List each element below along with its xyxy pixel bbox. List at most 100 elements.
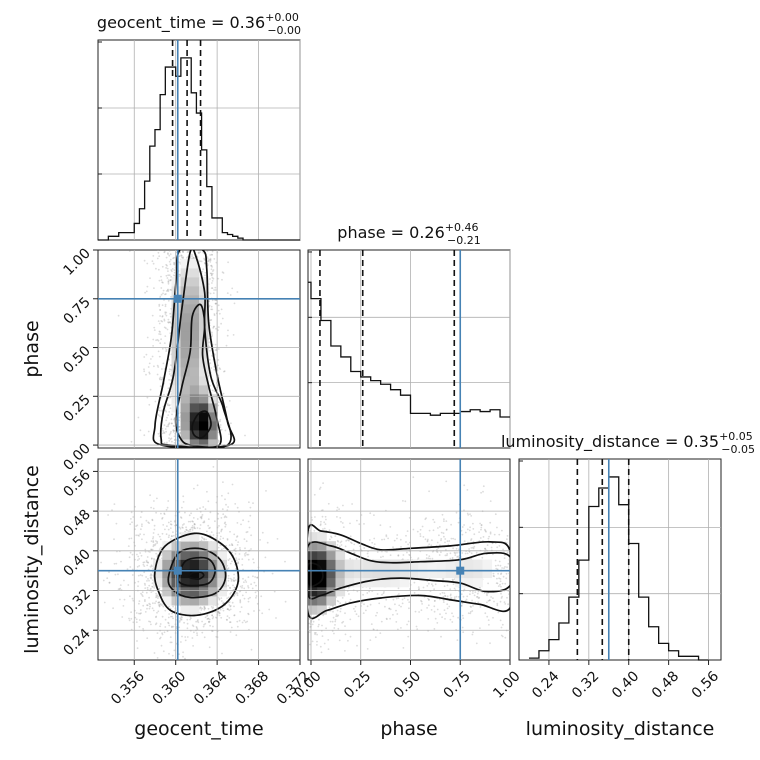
sample-point <box>323 527 326 530</box>
sample-point <box>150 576 153 578</box>
sample-point <box>191 526 194 529</box>
sample-point <box>489 531 492 534</box>
density-cell <box>199 367 209 377</box>
y-tick-label: 0.56 <box>60 467 93 500</box>
sample-point <box>219 420 221 423</box>
sample-point <box>180 254 183 257</box>
sample-point <box>243 538 246 540</box>
sample-point <box>201 537 204 539</box>
density-cell <box>372 577 382 588</box>
sample-point <box>403 597 406 599</box>
sample-point <box>158 601 161 604</box>
density-cell <box>171 596 182 606</box>
sample-point <box>178 440 181 442</box>
sample-point <box>245 581 248 583</box>
sample-point <box>333 632 335 635</box>
sample-point <box>158 406 161 409</box>
sample-point <box>166 416 168 419</box>
sample-point <box>455 595 458 598</box>
density-cell <box>372 568 382 579</box>
sample-point <box>268 608 271 611</box>
sample-point <box>339 517 342 519</box>
density-cell <box>171 376 182 386</box>
density-cell <box>317 596 327 606</box>
sample-point <box>224 498 226 501</box>
sample-point <box>338 639 341 642</box>
sample-point <box>162 292 164 295</box>
sample-point <box>203 608 206 611</box>
density-cell <box>189 367 200 377</box>
sample-point <box>371 541 374 544</box>
density-cell <box>208 568 218 579</box>
sample-point <box>284 560 286 563</box>
sample-point <box>336 615 339 618</box>
sample-point <box>137 585 139 588</box>
sample-point <box>316 633 318 636</box>
sample-point <box>228 609 231 612</box>
sample-point <box>250 583 253 586</box>
sample-point <box>209 259 212 261</box>
sample-point <box>162 605 165 608</box>
sample-point <box>190 512 193 515</box>
sample-point <box>247 585 249 587</box>
sample-point <box>488 535 490 538</box>
sample-point <box>489 521 492 524</box>
sample-point <box>207 260 210 263</box>
panel-grid <box>98 459 300 660</box>
sample-point <box>253 561 255 564</box>
sample-point <box>178 426 181 428</box>
density-cell <box>180 550 191 560</box>
sample-point <box>450 597 453 599</box>
sample-point <box>158 548 161 551</box>
sample-point <box>224 521 227 524</box>
sample-point <box>489 642 491 645</box>
density-cell <box>208 403 218 413</box>
sample-point <box>449 597 452 600</box>
sample-point <box>168 370 171 373</box>
sample-point <box>324 515 327 518</box>
sample-point <box>402 647 405 649</box>
sample-point <box>504 603 507 605</box>
density-cell <box>189 286 200 296</box>
sample-point <box>501 595 503 598</box>
density-cell <box>409 559 419 569</box>
density-cell <box>436 568 447 579</box>
sample-point <box>152 537 154 540</box>
sample-point <box>217 359 220 361</box>
panel-inner <box>100 466 287 660</box>
sample-point <box>203 607 206 610</box>
sample-point <box>164 428 167 430</box>
sample-point <box>169 396 172 399</box>
sample-point <box>150 623 152 626</box>
sample-point <box>224 525 227 528</box>
sample-point <box>145 591 148 594</box>
sample-point <box>227 608 229 610</box>
sample-point <box>209 349 211 352</box>
sample-point <box>211 607 214 610</box>
sample-point <box>210 268 213 271</box>
sample-point <box>148 607 151 610</box>
sample-point <box>150 591 153 593</box>
sample-point <box>128 250 131 252</box>
sample-point <box>184 636 187 638</box>
sample-point <box>250 534 253 537</box>
sample-point <box>128 617 130 620</box>
y-axis-label-phase: phase <box>21 320 43 377</box>
sample-point <box>407 635 410 638</box>
density-cell <box>308 532 318 542</box>
sample-point <box>486 601 488 604</box>
density-cell <box>180 340 191 350</box>
sample-point <box>173 429 176 432</box>
x-axis-label-geocent_time: geocent_time <box>134 718 263 740</box>
x-tick-label: 0.364 <box>191 668 231 708</box>
sample-point <box>505 572 508 575</box>
sample-point <box>203 520 206 523</box>
sample-point <box>155 511 158 514</box>
sample-point <box>196 508 199 511</box>
sample-point <box>442 532 445 535</box>
sample-point <box>163 326 166 329</box>
sample-point <box>217 277 220 280</box>
sample-point <box>247 586 250 589</box>
sample-point <box>335 613 338 616</box>
sample-point <box>130 440 133 443</box>
